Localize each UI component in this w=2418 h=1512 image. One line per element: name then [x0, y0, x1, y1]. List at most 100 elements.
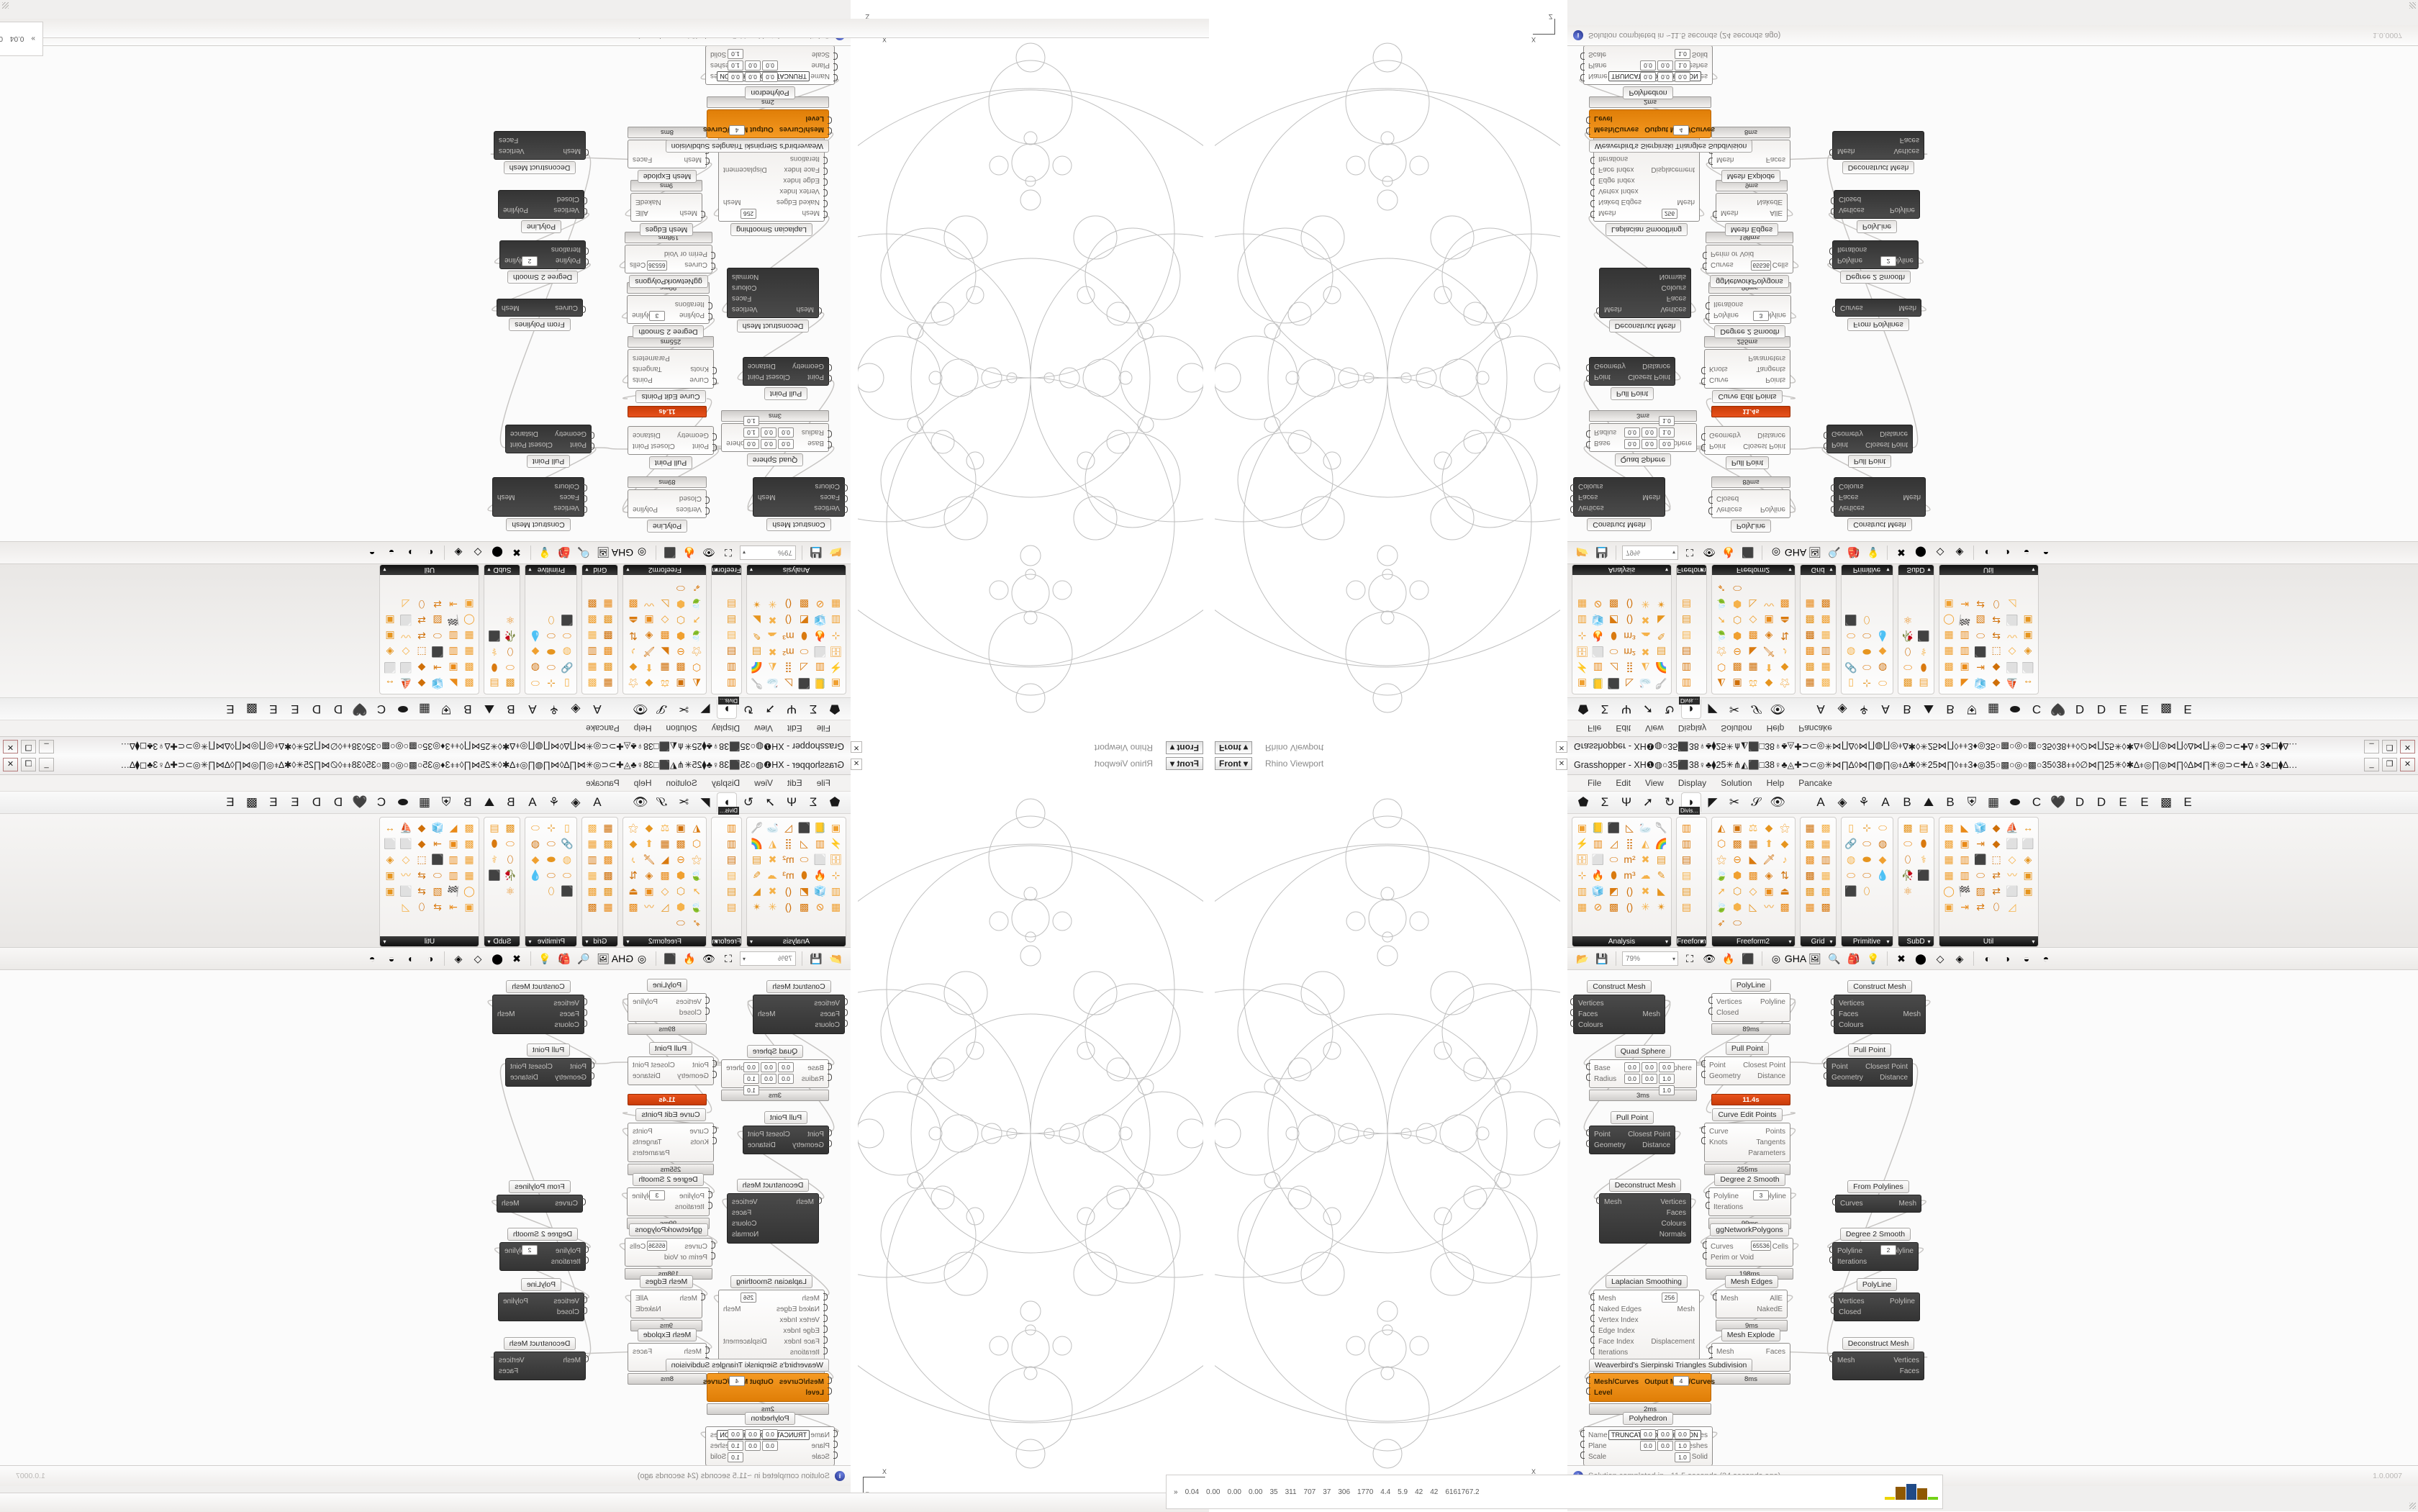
component-icon-4-4[interactable]: ⬭ — [1862, 662, 1872, 674]
input-param-label[interactable]: Face Index — [784, 1338, 820, 1346]
category-letter-11-icon[interactable]: 🖤 — [2050, 795, 2066, 809]
category-letter-7-icon[interactable]: ⛨ — [1967, 702, 1977, 716]
component-icon-2-13[interactable]: 🗡 — [643, 853, 656, 865]
component-icon-6-33[interactable]: ⬯ — [1993, 599, 2000, 611]
component-caption[interactable]: Polyhedron — [745, 86, 795, 99]
numeric-input[interactable]: 0.0 — [743, 439, 759, 449]
outer-close-icon[interactable]: ✕ — [851, 759, 862, 770]
category-letter-14-icon[interactable]: E — [2119, 795, 2127, 809]
canvas-tool-1-icon[interactable]: 💾 — [810, 952, 823, 964]
component-icon-0-8[interactable]: ◿ — [1610, 837, 1618, 849]
component-icon-0-17[interactable]: ▤ — [1656, 853, 1667, 865]
component-icon-6-0[interactable]: ▩ — [1944, 821, 1954, 833]
input-port[interactable] — [823, 1293, 828, 1300]
component-icon-6-5[interactable]: ↔ — [384, 821, 395, 833]
close-button[interactable]: ✕ — [3, 758, 18, 771]
node-canvas[interactable]: Construct Mesh Vertices Faces Mesh Colours Po… — [1567, 46, 2418, 541]
component-icon-0-2[interactable]: ⬛ — [797, 821, 811, 833]
gh-component[interactable]: Deconstruct Mesh Mesh Vertices Faces — [1829, 1337, 1924, 1380]
category-tab-2-icon[interactable]: Ψ — [1621, 702, 1632, 716]
chevron-down-icon[interactable]: ▾ — [715, 566, 718, 574]
numeric-input[interactable]: 0.0 — [761, 1062, 776, 1072]
category-tab-4-icon[interactable]: ↻ — [743, 795, 754, 809]
component-icon-2-13[interactable]: 🗡 — [1762, 646, 1775, 658]
output-param-label[interactable]: NakedE — [1757, 198, 1783, 206]
component-icon-4-12[interactable]: ⬛ — [561, 615, 574, 627]
canvas-tool-0-icon[interactable]: 📂 — [829, 547, 842, 559]
component-icon-0-11[interactable]: 🌈 — [750, 837, 764, 849]
component-icon-4-9[interactable]: ⬭ — [562, 630, 571, 643]
component-icon-4-5[interactable]: ◍ — [530, 837, 540, 849]
numeric-input[interactable]: 1.0 — [728, 60, 743, 71]
component-body[interactable]: Curves Cells Perim or Void 65536 — [1703, 1238, 1793, 1267]
output-param-label[interactable]: Mesh — [497, 493, 515, 501]
component-icon-0-2[interactable]: ⬛ — [797, 678, 811, 690]
component-icon-3-7[interactable]: ▦ — [1821, 869, 1831, 881]
output-param-label[interactable]: Displacement — [723, 166, 767, 173]
input-port[interactable] — [833, 74, 838, 81]
canvas-toolbar[interactable]: 📂 💾 79% ▾ ⛶ 👁 🔥 ⬛ ◎ GHA 🖼 🔍 🎒 💡 ✖ ⬤ ◇ ◈ ◐ ◑ ◒ ◓ — [1567, 948, 2418, 970]
component-icon-0-7[interactable]: ▥ — [1593, 662, 1603, 674]
category-tab-6-icon[interactable]: ◤ — [700, 795, 710, 809]
input-port[interactable] — [823, 1304, 828, 1311]
rhino-grasshopper-workspace[interactable]: Front ▾ Rhino Viewport — [0, 756, 1209, 1511]
component-icon-0-33[interactable]: () — [784, 599, 792, 611]
category-tab-0-icon[interactable]: ⬟ — [829, 795, 841, 809]
category-tab-8-icon[interactable]: 𝒮 — [1751, 702, 1761, 716]
component-icon-6-10[interactable]: ⬜ — [2006, 662, 2019, 674]
component-icon-6-11[interactable]: ⬜ — [2021, 662, 2034, 674]
numeric-input[interactable]: 2 — [1880, 1245, 1896, 1255]
component-icon-6-3[interactable]: ◆ — [1992, 678, 2001, 690]
gh-component[interactable]: Quad Sphere Base Sphere Radius 0.0 0.0 0.0 0.0 0… — [1586, 410, 1697, 466]
output-param-label[interactable]: Faces — [499, 136, 519, 144]
grasshopper-titlebar[interactable]: ✕ Grasshopper - XH❶◍○35⬛38♀♣⧫25✳⋔◭⬛□38♀♣… — [1556, 756, 2418, 775]
canvas-tool-7-icon[interactable]: GHA — [1784, 547, 1807, 558]
output-param-label[interactable]: Mesh — [1677, 1305, 1695, 1313]
component-icon-3-9[interactable]: ▩ — [1821, 615, 1831, 627]
output-param-label[interactable]: Parameters — [1748, 354, 1785, 362]
component-icon-2-24[interactable]: ⏏ — [628, 884, 638, 897]
ribbon-group-label[interactable]: Freeform2 ▾ — [1711, 565, 1795, 575]
component-body[interactable]: Curves Cells Perim or Void 65536 — [625, 245, 715, 273]
input-port[interactable] — [833, 1452, 838, 1459]
ribbon-group-util[interactable]: ▩ ◣ 🧊 ◆ ⛵ ↔ ▩ ▣ ⇥ ◆ ⬜ ⬜ ▦ ▥ ⬛ ⬚ ◇ ◈ ▦ ▥ ⬭ ⇄ 〰 ▣ ◯ 🏁 ▨ ⇄ ⬜ ▣ ▣ ⇥ ⇄ ⬯ ◿ Util ▾ — [1938, 564, 2039, 694]
component-icon-2-9[interactable]: ◆ — [629, 837, 638, 849]
component-icon-2-14[interactable]: ♪ — [1782, 853, 1788, 865]
component-icon-2-7[interactable]: ▦ — [660, 837, 670, 849]
component-icon-0-34[interactable]: ✳ — [768, 599, 777, 611]
component-icon-6-17[interactable]: ◈ — [2024, 853, 2032, 865]
component-icon-6-1[interactable]: ◣ — [1960, 821, 1969, 833]
gh-component[interactable]: Construct Mesh Vertices Faces Mesh Colours — [1570, 477, 1665, 531]
input-param-label[interactable]: Vertices — [1839, 1298, 1865, 1305]
canvas-tool-2-icon[interactable]: ⛶ — [1686, 547, 1693, 559]
gh-component[interactable]: Deconstruct Mesh Mesh Vertices Faces Colours… — [1596, 268, 1691, 332]
rhino-grasshopper-workspace[interactable]: Front ▾ Rhino Viewport — [1209, 0, 2418, 756]
component-icon-5-4[interactable]: ⬯ — [507, 853, 514, 865]
component-icon-5-7[interactable]: ⬛ — [1917, 869, 1930, 881]
component-icon-3-5[interactable]: ▥ — [1821, 853, 1831, 865]
component-icon-6-29[interactable]: ▣ — [2023, 884, 2033, 897]
input-param-label[interactable]: Radius — [801, 428, 824, 436]
category-letter-5-icon[interactable]: ⛰ — [484, 702, 495, 716]
component-icon-0-8[interactable]: ◿ — [800, 662, 808, 674]
output-param-label[interactable]: Normals — [1659, 273, 1686, 281]
component-icon-6-22[interactable]: 〰 — [2007, 869, 2018, 881]
component-icon-4-11[interactable]: 💧 — [1876, 630, 1889, 643]
output-param-label[interactable]: Closest Point — [633, 1061, 675, 1069]
canvas-tool-13-icon[interactable]: ⬤ — [492, 952, 503, 964]
numeric-input[interactable]: 1.0 — [743, 1074, 759, 1084]
gh-component[interactable]: Construct Mesh Vertices Faces Mesh Colours — [1831, 477, 1926, 531]
output-param-label[interactable]: Polyline — [503, 1298, 529, 1305]
menu-item-solution[interactable]: Solution — [666, 778, 697, 788]
component-icon-2-5[interactable]: ⬡ — [1716, 662, 1726, 674]
component-icon-6-3[interactable]: ◆ — [1992, 821, 2001, 833]
gh-component[interactable]: Degree 2 Smooth Polyline Polyline Iteration… — [1829, 240, 1919, 284]
viewport-mode-dropdown[interactable]: Front ▾ — [1215, 741, 1253, 754]
output-param-label[interactable]: Closest Point — [510, 440, 553, 448]
output-param-label[interactable]: Distance — [1757, 431, 1785, 439]
canvas-tool-15-icon[interactable]: ◈ — [454, 952, 463, 964]
component-icon-6-8[interactable]: ⇥ — [1976, 662, 1985, 674]
component-icon-4-4[interactable]: ⬭ — [546, 837, 556, 849]
component-icon-0-32[interactable]: ▩ — [799, 599, 810, 611]
component-icon-5-3[interactable]: ⬮ — [1920, 662, 1927, 674]
